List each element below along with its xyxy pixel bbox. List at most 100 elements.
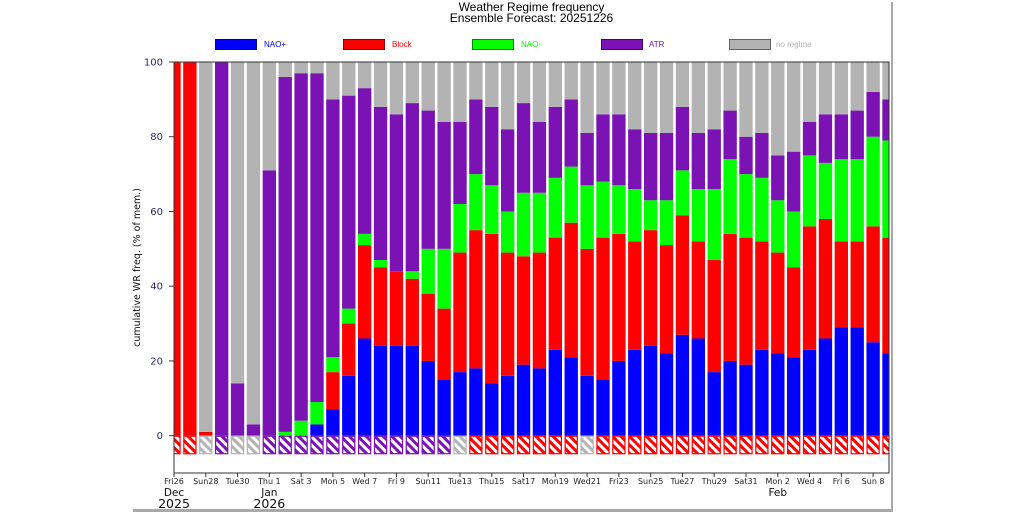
- bar-segment-atr: [389, 114, 404, 272]
- x-tick-label: Tue13: [447, 477, 472, 486]
- bar-segment-no-regime: [532, 62, 547, 122]
- bar-segment-block: [564, 222, 578, 358]
- bar-segment-no-regime: [866, 62, 880, 92]
- bar-segment-nao-minus: [342, 308, 356, 324]
- bar-segment-block: [691, 241, 706, 339]
- bar-segment-nao-plus: [707, 372, 721, 436]
- dominant-regime-box-atr: [405, 435, 420, 455]
- bar-segment-block: [405, 278, 420, 346]
- x-tick-label: Sat 3: [291, 477, 312, 486]
- bar-segment-nao-minus: [580, 185, 594, 249]
- bar-segment-no-regime: [469, 62, 483, 100]
- dominant-regime-box-block: [850, 435, 864, 455]
- bar-segment-nao-plus: [580, 375, 594, 436]
- bar-segment-block: [755, 241, 769, 350]
- bar-segment-no-regime: [326, 62, 340, 100]
- bar-segment-nao-plus: [596, 379, 610, 436]
- bar-segment-nao-plus: [389, 345, 404, 436]
- bar-segment-no-regime: [612, 62, 626, 115]
- legend-label-atr: ATR: [649, 40, 665, 49]
- bar-segment-nao-minus: [755, 177, 769, 242]
- bar-segment-atr: [707, 129, 721, 190]
- dominant-regime-box-block: [818, 435, 833, 455]
- bar-segment-atr: [373, 106, 388, 261]
- bar-segment-no-regime: [707, 62, 721, 130]
- legend-swatch-atr: [601, 39, 643, 50]
- dominant-regime-box-block: [866, 435, 880, 455]
- bar-segment-nao-plus: [834, 327, 849, 436]
- bar-segment-nao-minus: [818, 162, 833, 219]
- dominant-regime-box-block: [659, 435, 674, 455]
- dominant-regime-box-block: [500, 435, 515, 455]
- legend-swatch-nao-minus: [472, 39, 514, 50]
- bar-segment-nao-minus: [612, 185, 626, 234]
- bar-segment-nao-plus: [516, 364, 531, 436]
- figure-border-right: [891, 2, 893, 512]
- bar-segment-atr: [532, 121, 547, 193]
- bar-segment-no-regime: [628, 62, 642, 130]
- dominant-regime-box-block: [786, 435, 801, 455]
- bar-segment-no-regime: [771, 62, 785, 156]
- bar-segment-block: [532, 252, 547, 369]
- bar-segment-no-regime: [564, 62, 578, 100]
- dominant-regime-box-block: [628, 435, 642, 455]
- bar-segment-nao-plus: [691, 338, 706, 436]
- bar-segment-block: [818, 218, 833, 339]
- bar-segment-block: [453, 252, 467, 373]
- legend-item-atr: ATR: [601, 39, 711, 50]
- legend-swatch-nao-plus: [215, 39, 257, 50]
- bar-segment-atr: [866, 91, 880, 137]
- dominant-regime-box-block: [516, 435, 531, 455]
- figure-border-bottom: [133, 509, 893, 512]
- bar-segment-atr: [612, 114, 626, 186]
- chart-title: Weather Regime frequency: [458, 0, 605, 14]
- bar-segment-block: [183, 62, 197, 436]
- bar-segment-nao-plus: [357, 338, 372, 436]
- bar-segment-block: [596, 237, 610, 380]
- bar-segment-block: [485, 233, 499, 384]
- bar-segment-nao-minus: [469, 174, 483, 231]
- dominant-regime-box-block: [739, 435, 753, 455]
- bar-segment-nao-minus: [850, 159, 864, 242]
- bar-segment-atr: [580, 132, 594, 186]
- x-tick-label: Sun28: [193, 477, 218, 486]
- bar-segment-no-regime: [675, 62, 690, 107]
- dominant-regime-box-atr: [294, 435, 308, 455]
- bar-segment-no-regime: [199, 62, 213, 432]
- bar-segment-no-regime: [691, 62, 706, 133]
- y-tick-label: 60: [150, 207, 163, 218]
- bar-segment-no-regime: [659, 62, 674, 133]
- bar-segment-atr: [771, 155, 785, 201]
- bar-segment-nao-minus: [485, 185, 499, 234]
- bar-segment-atr: [469, 99, 483, 175]
- x-tick-label: Thu 1: [257, 477, 281, 486]
- x-tick-label: Mon 5: [321, 477, 346, 486]
- bar-segment-no-regime: [405, 62, 420, 104]
- dominant-regime-box-block: [802, 435, 817, 455]
- bar-segment-atr: [310, 73, 324, 403]
- bar-segment-block: [675, 215, 690, 335]
- bar-segment-nao-plus: [659, 353, 674, 436]
- bar-segment-nao-plus: [802, 349, 817, 436]
- bar-segment-no-regime: [802, 62, 817, 122]
- dominant-regime-box-atr: [262, 435, 277, 455]
- bar-segment-nao-plus: [326, 409, 340, 436]
- bar-segment-atr: [786, 151, 801, 212]
- plot-frame: [173, 61, 890, 474]
- dominant-regime-box-block: [548, 435, 563, 455]
- bar-segment-nao-plus: [866, 342, 880, 436]
- bar-segment-no-regime: [834, 62, 849, 115]
- bar-segment-no-regime: [596, 62, 610, 115]
- bar-segment-atr: [246, 424, 261, 436]
- bar-segment-atr: [342, 95, 356, 309]
- bar-segment-nao-plus: [469, 368, 483, 436]
- bar-segment-atr: [675, 106, 690, 171]
- y-tick-label: 100: [144, 58, 163, 69]
- bar-segment-no-regime: [580, 62, 594, 133]
- bar-segment-nao-minus: [453, 203, 467, 253]
- bar-segment-atr: [659, 132, 674, 201]
- bar-segment-nao-plus: [675, 334, 690, 436]
- bar-segment-atr: [691, 132, 706, 190]
- bar-segment-nao-plus: [612, 360, 626, 436]
